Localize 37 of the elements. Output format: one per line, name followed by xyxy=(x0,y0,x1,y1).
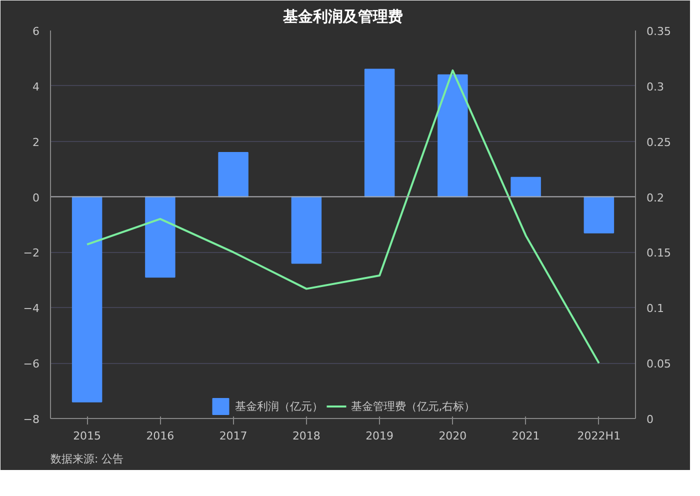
y-tick-label: 0 xyxy=(32,191,40,204)
y-tick-label: −6 xyxy=(23,358,40,371)
bar xyxy=(510,176,541,198)
bar xyxy=(364,68,395,198)
x-tick-label: 2015 xyxy=(73,430,102,442)
bar xyxy=(218,152,248,198)
legend-label: 基金利润（亿元） xyxy=(234,398,323,414)
source-note: 数据来源: 公告 xyxy=(50,452,124,466)
y2-tick-label: 0 xyxy=(646,413,654,426)
bar xyxy=(72,196,102,402)
bar xyxy=(584,196,614,234)
y2-tick-label: 0.1 xyxy=(646,302,664,316)
y-tick-label: 4 xyxy=(32,80,40,94)
y-tick-label: −4 xyxy=(23,302,40,316)
y2-tick-label: 0.2 xyxy=(646,191,664,204)
bar xyxy=(145,196,176,278)
line-series xyxy=(86,69,600,364)
y-tick-label: −8 xyxy=(23,413,40,426)
x-tick-label: 2021 xyxy=(512,430,540,442)
bar xyxy=(291,196,322,264)
x-tick-label: 2016 xyxy=(146,430,174,442)
y2-tick-label: 0.15 xyxy=(646,246,671,260)
y2-tick-label: 0.3 xyxy=(646,80,664,94)
x-tick-label: 2018 xyxy=(292,430,320,442)
bar xyxy=(438,74,468,198)
legend-label: 基金管理费（亿元,右标） xyxy=(350,398,476,414)
x-tick-label: 2019 xyxy=(366,430,394,442)
x-tick-label: 2022H1 xyxy=(577,430,621,442)
y-tick-label: 6 xyxy=(32,25,40,38)
chart-title: 基金利润及管理费 xyxy=(282,8,403,26)
y2-tick-label: 0.25 xyxy=(646,136,671,149)
y2-tick-label: 0.05 xyxy=(646,358,671,371)
y2-tick-label: 0.35 xyxy=(646,25,671,38)
y-tick-label: −2 xyxy=(23,246,40,260)
y-tick-label: 2 xyxy=(32,136,40,149)
x-tick-label: 2020 xyxy=(438,430,467,442)
x-tick-label: 2017 xyxy=(219,430,248,442)
